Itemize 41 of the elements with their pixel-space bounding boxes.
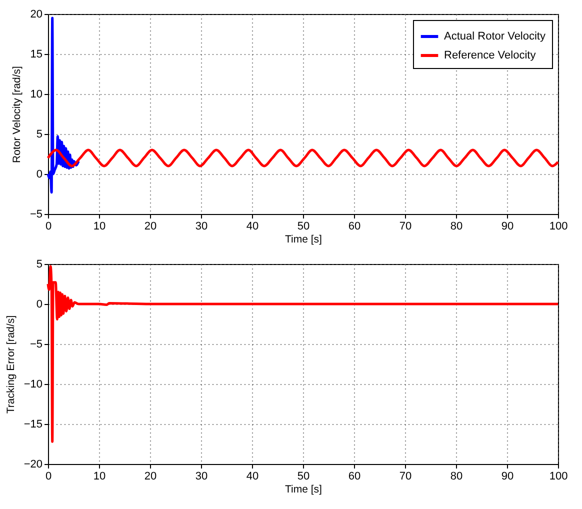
x-tick-label: 50 [297,220,310,232]
y-axis-title: Rotor Velocity [rad/s] [10,66,23,163]
y-tick-label: 10 [30,88,42,100]
y-axis-title: Tracking Error [rad/s] [4,315,17,414]
x-tick-label: 20 [144,470,157,482]
x-tick-label: 80 [450,220,463,232]
line-series [46,148,560,168]
x-tick-label: 30 [195,470,208,482]
x-tick-label: 0 [45,220,52,232]
x-tick-label: 10 [93,220,106,232]
x-tick-label: 90 [501,220,514,232]
legend-label: Actual Rotor Velocity [444,30,546,42]
y-tick-label: 5 [36,258,42,270]
x-axis-title: Time [s] [285,484,322,496]
y-tick-label: −15 [24,418,42,430]
x-tick-label: 0 [45,470,52,482]
y-tick-label: −20 [24,458,42,470]
x-tick-label: 30 [195,220,208,232]
x-tick-label: 100 [549,220,568,232]
x-tick-label: 60 [348,470,361,482]
y-tick-label: 20 [30,8,42,20]
x-tick-label: 70 [399,470,412,482]
y-tick-label: −5 [30,338,42,350]
x-tick-label: 70 [399,220,412,232]
x-tick-label: 80 [450,470,463,482]
x-tick-label: 40 [246,470,259,482]
legend-label: Reference Velocity [444,50,536,62]
y-tick-label: 5 [36,128,42,140]
x-tick-label: 100 [549,470,568,482]
x-tick-label: 10 [93,470,106,482]
x-tick-label: 90 [501,470,514,482]
y-tick-label: 0 [36,298,42,310]
y-tick-label: −5 [30,208,42,220]
y-tick-label: −10 [24,378,42,390]
x-axis-title: Time [s] [285,234,322,246]
y-tick-label: 0 [36,168,42,180]
x-tick-label: 50 [297,470,310,482]
x-tick-label: 20 [144,220,157,232]
x-tick-label: 60 [348,220,361,232]
y-tick-label: 15 [30,48,42,60]
x-tick-label: 40 [246,220,259,232]
